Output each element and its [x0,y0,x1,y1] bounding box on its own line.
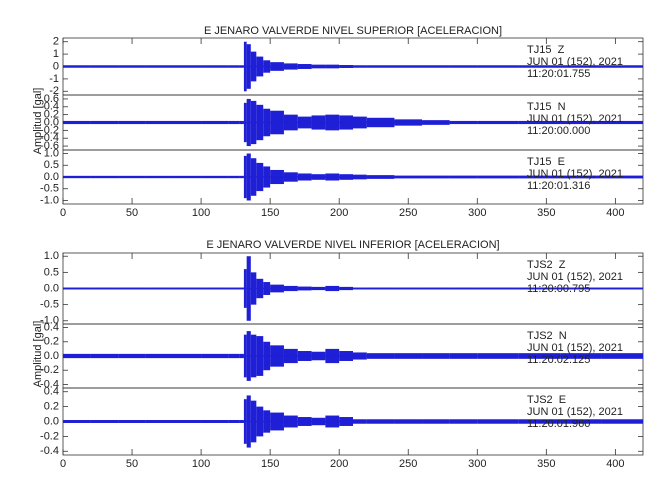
chart-title: E JENARO VALVERDE NIVEL INFERIOR [ACELER… [206,239,499,251]
y-tick-label: -1.0 [40,194,59,206]
y-tick-label: -0.6 [40,140,59,152]
y-tick-label: 2 [53,36,59,48]
y-tick-label: 0.4 [44,321,59,333]
y-tick-label: -1 [49,73,59,85]
time-label: 11:20:02.125 [527,354,590,366]
x-tick-label: 200 [330,458,348,470]
y-tick-label: 0.2 [44,109,59,121]
x-tick-label: 150 [261,458,279,470]
date-label: JUN 01 (152), 2021 [527,271,623,283]
y-tick-label: 0.2 [44,401,59,413]
station-label: TJS2 E [527,394,566,406]
time-label: 11:20:01.316 [527,180,590,192]
time-label: 11:20:00.795 [527,283,590,295]
station-label: TJS2 N [527,330,567,342]
station-label: TJS2 Z [527,259,566,271]
date-label: JUN 01 (152), 2021 [527,342,623,354]
x-tick-label: 100 [192,207,210,219]
date-label: JUN 01 (152), 2021 [527,406,623,418]
x-tick-label: 350 [537,458,555,470]
chart-title: E JENARO VALVERDE NIVEL SUPERIOR [ACELER… [204,25,502,37]
y-tick-label: 1 [53,48,59,60]
y-tick-label: 0.6 [44,93,59,105]
y-tick-label: 0.5 [44,266,59,278]
y-tick-label: -0.4 [40,132,59,144]
y-tick-label: 1.0 [44,147,59,159]
x-tick-label: 300 [468,207,486,219]
y-tick-label: -0.5 [40,299,59,311]
time-label: 11:20:00.000 [527,125,590,137]
x-tick-label: 150 [261,207,279,219]
x-tick-label: 400 [606,458,624,470]
x-tick-label: 0 [60,207,66,219]
y-tick-label: -0.2 [40,124,59,136]
y-tick-label: 0.0 [44,350,59,362]
station-label: TJ15 Z [527,44,565,56]
y-tick-label: 0.0 [44,282,59,294]
time-label: 11:20:01.755 [527,68,590,80]
y-tick-label: 0.5 [44,159,59,171]
x-tick-label: 250 [399,207,417,219]
y-tick-label: -2 [49,85,59,97]
x-tick-label: 100 [192,458,210,470]
station-label: TJ15 N [527,101,566,113]
y-axis-label: Amplitud [gal] [32,321,44,388]
date-label: JUN 01 (152), 2021 [527,56,623,68]
x-tick-label: 400 [606,207,624,219]
x-tick-label: 250 [399,458,417,470]
y-tick-label: 1.0 [44,250,59,262]
x-tick-label: 350 [537,207,555,219]
y-axis-label: Amplitud [gal] [32,88,44,155]
y-tick-label: 0 [53,60,59,72]
y-tick-label: -0.4 [40,445,59,457]
x-tick-label: 50 [126,458,138,470]
x-tick-label: 200 [330,207,348,219]
y-tick-label: -0.4 [40,378,59,390]
y-tick-label: 0.0 [44,171,59,183]
time-label: 11:20:01.960 [527,418,590,430]
x-tick-label: 0 [60,458,66,470]
station-label: TJ15 E [527,156,565,168]
y-tick-label: 0.4 [44,386,59,398]
y-tick-label: -0.2 [40,364,59,376]
date-label: JUN 01 (152), 2021 [527,168,623,180]
y-tick-label: -0.2 [40,430,59,442]
x-tick-label: 50 [126,207,138,219]
y-tick-label: -1.0 [40,315,59,327]
y-tick-label: 0.4 [44,101,59,113]
y-tick-label: 0.0 [44,415,59,427]
x-tick-label: 300 [468,458,486,470]
y-tick-label: -0.5 [40,183,59,195]
y-tick-label: 0.0 [44,116,59,128]
y-tick-label: 0.2 [44,336,59,348]
date-label: JUN 01 (152), 2021 [527,113,623,125]
